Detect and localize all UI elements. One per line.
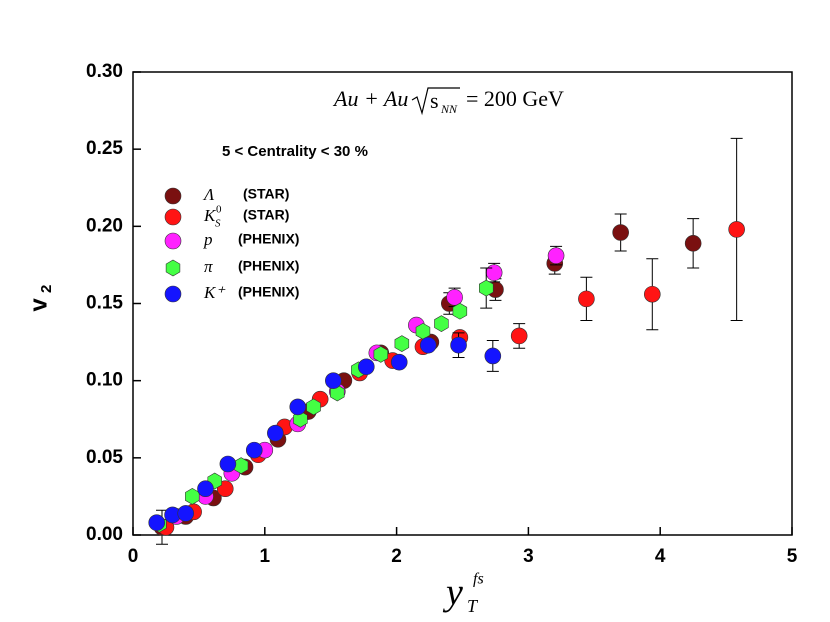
data-point [219, 455, 237, 473]
legend-label-sub: S [215, 218, 221, 230]
legend-experiment: (PHENIX) [238, 284, 299, 300]
data-point [547, 247, 565, 264]
data-point [357, 358, 375, 376]
data-point [390, 353, 408, 371]
legend-marker [165, 259, 181, 277]
data-point [373, 346, 389, 363]
legend-label: K [203, 206, 217, 225]
data-point [245, 441, 263, 459]
title-system: Au + Au [332, 86, 408, 111]
data-point [452, 302, 468, 320]
data-point [325, 372, 342, 389]
data-point [434, 315, 449, 332]
data-point [394, 335, 410, 352]
legend-experiment: (PHENIX) [238, 258, 299, 274]
legend-marker [164, 285, 182, 303]
legend-entry: Λ (STAR) [202, 185, 289, 204]
legend-experiment: (STAR) [243, 186, 289, 202]
y-tick-label: 0.00 [86, 524, 123, 545]
data-point [485, 264, 503, 281]
data-point [612, 224, 629, 241]
x-label-main: y [442, 572, 463, 614]
legend-entry: K⁺ (PHENIX) [203, 283, 299, 302]
data-point [177, 505, 195, 522]
data-point [510, 327, 528, 345]
legend-label: K⁺ [203, 283, 226, 302]
legend-label: Λ [202, 185, 215, 204]
legend-label: p [203, 230, 213, 249]
y-label-main: v [25, 298, 52, 312]
data-point [684, 235, 702, 252]
x-label: y T fs [442, 571, 484, 616]
legend-entry: p (PHENIX) [203, 230, 299, 249]
x-tick-label: 3 [523, 546, 534, 567]
y-label: v 2 [25, 285, 55, 312]
data-point [446, 289, 463, 306]
legend-experiment: (PHENIX) [238, 231, 299, 247]
data-point [293, 410, 308, 428]
x-tick-label: 2 [391, 546, 402, 567]
data-point [478, 279, 494, 297]
legend-experiment: (STAR) [243, 207, 289, 223]
x-label-sup: fs [473, 571, 484, 588]
data-point [643, 285, 661, 303]
title-root: s [430, 88, 439, 113]
y-tick-label: 0.10 [86, 370, 123, 391]
legend-marker [164, 208, 182, 226]
x-tick-label: 1 [260, 546, 271, 567]
data-point [148, 514, 166, 531]
title: Au + Au s NN = 200 GeV [332, 86, 564, 116]
legend-label-sup: 0 [216, 204, 222, 216]
data-point [484, 347, 502, 365]
x-label-sub: T [467, 596, 479, 616]
x-tick-label: 0 [128, 546, 139, 567]
legend-marker [164, 232, 182, 250]
legend-entry: K 0 S (STAR) [203, 204, 289, 230]
data-point [330, 384, 345, 402]
y-tick-label: 0.30 [86, 61, 123, 82]
annotation: 5 < Centrality < 30 % [222, 143, 368, 160]
data-point [728, 221, 745, 238]
x-tick-label: 4 [655, 546, 666, 567]
data-point [450, 336, 467, 354]
legend-label: π [204, 257, 213, 276]
data-point [197, 480, 214, 498]
y-tick-label: 0.15 [86, 293, 123, 314]
legend-entry: π (PHENIX) [204, 257, 299, 276]
title-value: = 200 GeV [466, 86, 564, 111]
y-label-sub: 2 [38, 285, 55, 293]
y-tick-label: 0.05 [86, 447, 123, 468]
data-point [289, 398, 307, 416]
sqrt-sign [411, 87, 460, 116]
x-tick-label: 5 [787, 546, 798, 567]
legend-marker [164, 187, 182, 205]
data-point [419, 336, 437, 354]
data-point [306, 398, 321, 416]
y-tick-label: 0.25 [86, 138, 123, 159]
data-point [578, 290, 595, 308]
y-tick-label: 0.20 [86, 215, 123, 236]
data-point [267, 424, 284, 442]
title-root-sub: NN [440, 102, 458, 116]
data-point [185, 488, 200, 505]
